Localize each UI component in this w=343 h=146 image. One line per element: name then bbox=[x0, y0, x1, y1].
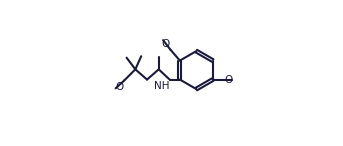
Text: O: O bbox=[161, 39, 169, 49]
Text: NH: NH bbox=[154, 81, 169, 91]
Text: O: O bbox=[116, 82, 124, 92]
Text: O: O bbox=[224, 75, 233, 85]
